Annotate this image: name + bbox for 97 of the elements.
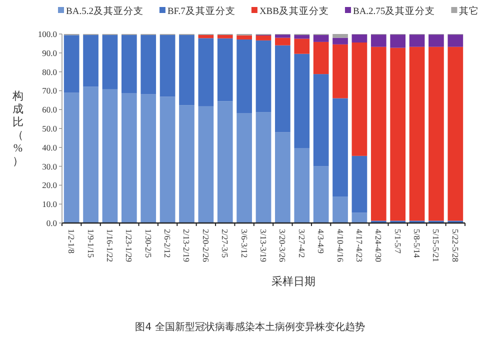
bar <box>409 34 425 47</box>
bar <box>64 92 80 223</box>
bar <box>121 93 137 223</box>
bar <box>332 196 348 223</box>
bar <box>294 34 310 39</box>
x-tick-label: 1/30-2/5 <box>143 229 154 258</box>
x-tick-label: 5/8-5/14 <box>412 229 422 259</box>
bar <box>256 40 272 112</box>
bar <box>332 38 348 44</box>
bar <box>352 156 368 213</box>
bar <box>179 34 194 106</box>
y-tick-label: 70.0 <box>42 86 57 96</box>
legend-label: XBB及其亚分支 <box>259 5 329 17</box>
bar <box>294 54 310 148</box>
bar <box>332 44 348 98</box>
bar <box>64 35 80 93</box>
x-tick-label: 3/27-4/2 <box>296 229 307 258</box>
bar <box>390 48 406 221</box>
legend-label: BA.5.2及其亚分支 <box>66 5 144 17</box>
x-tick-label: 1/2-1/8 <box>66 229 77 254</box>
y-tick-label: 100.0 <box>38 29 57 39</box>
legend-label: BF.7及其亚分支 <box>167 5 236 17</box>
bar <box>256 36 272 40</box>
bar <box>236 35 252 40</box>
x-tick-label: 1/23-1/29 <box>124 229 134 262</box>
x-tick-label: 1/9-1/15 <box>86 229 96 258</box>
bar <box>313 74 329 166</box>
y-tick-label: 90.0 <box>42 48 57 58</box>
x-tick-label: 1/16-1/22 <box>104 229 115 262</box>
x-tick-label: 4/3-4/9 <box>316 229 326 254</box>
bar <box>448 46 464 221</box>
bar <box>160 34 176 97</box>
bar <box>160 96 176 223</box>
text: 图4 全国新型冠状病毒感染本土病例变异株变化趋势 <box>135 321 365 333</box>
bar <box>217 34 233 38</box>
y-tick-label: 10.0 <box>42 199 57 210</box>
x-tick-label: 2/13-2/19 <box>182 229 192 262</box>
bar <box>198 38 214 106</box>
bar <box>428 34 444 47</box>
y-tick-label: 30.0 <box>42 161 57 172</box>
bar <box>217 101 233 223</box>
bar <box>102 34 118 90</box>
bar <box>275 132 290 223</box>
bar <box>102 89 118 223</box>
x-tick-label: 2/20-2/26 <box>200 229 211 262</box>
y-tick-label: 0.0 <box>46 218 57 228</box>
y-tick-label: 80.0 <box>42 66 57 77</box>
y-tick-label: 20.0 <box>42 180 57 190</box>
bar <box>198 34 214 38</box>
y-tick-label: 60.0 <box>42 104 57 115</box>
bar <box>121 34 137 94</box>
x-tick-label: 5/15-5/21 <box>431 229 442 262</box>
bar <box>236 113 252 223</box>
x-axis-title: 采样日期 <box>272 275 316 288</box>
bar <box>294 148 310 223</box>
y-axis-title: 构成比（%） <box>12 90 24 168</box>
bar <box>83 86 98 223</box>
bar <box>448 34 464 47</box>
bar <box>179 105 194 223</box>
x-tick-label: 5/22-5/28 <box>450 229 460 262</box>
bar <box>352 34 368 43</box>
bar <box>275 38 290 46</box>
y-tick-label: 40.0 <box>42 142 57 152</box>
x-tick-label: 3/6-3/12 <box>239 229 250 258</box>
legend-label: 其它 <box>459 5 480 17</box>
legend-label: BA.2.75及其亚分支 <box>352 5 436 17</box>
bar <box>140 34 156 94</box>
bar <box>294 38 310 54</box>
bar <box>409 46 425 221</box>
bar <box>313 34 329 42</box>
x-tick-label: 3/20-3/26 <box>278 229 288 262</box>
bar <box>313 166 329 223</box>
x-tick-label: 2/27-3/5 <box>220 229 230 258</box>
bar <box>256 112 272 223</box>
bar <box>332 98 348 197</box>
bar <box>370 46 386 221</box>
x-tick-label: 4/17-4/23 <box>354 229 364 262</box>
x-tick-label: 2/6-2/12 <box>162 229 173 258</box>
bar <box>236 39 252 113</box>
bar <box>370 34 386 47</box>
bar <box>275 34 290 38</box>
y-tick-label: 50.0 <box>42 124 57 134</box>
bar <box>428 46 444 221</box>
bar <box>140 94 156 223</box>
bar <box>352 42 368 156</box>
x-tick-label: 5/1-5/7 <box>392 229 403 254</box>
bar <box>275 45 290 132</box>
bar <box>83 34 98 87</box>
x-tick-label: 4/24-4/30 <box>374 229 384 262</box>
bar <box>390 34 406 48</box>
bar <box>217 38 233 102</box>
x-tick-label: 4/10-4/16 <box>335 229 346 262</box>
bar <box>332 34 348 38</box>
bar <box>313 42 329 74</box>
bar <box>352 212 368 223</box>
bar <box>198 106 214 223</box>
x-tick-label: 3/13-3/19 <box>258 229 268 262</box>
